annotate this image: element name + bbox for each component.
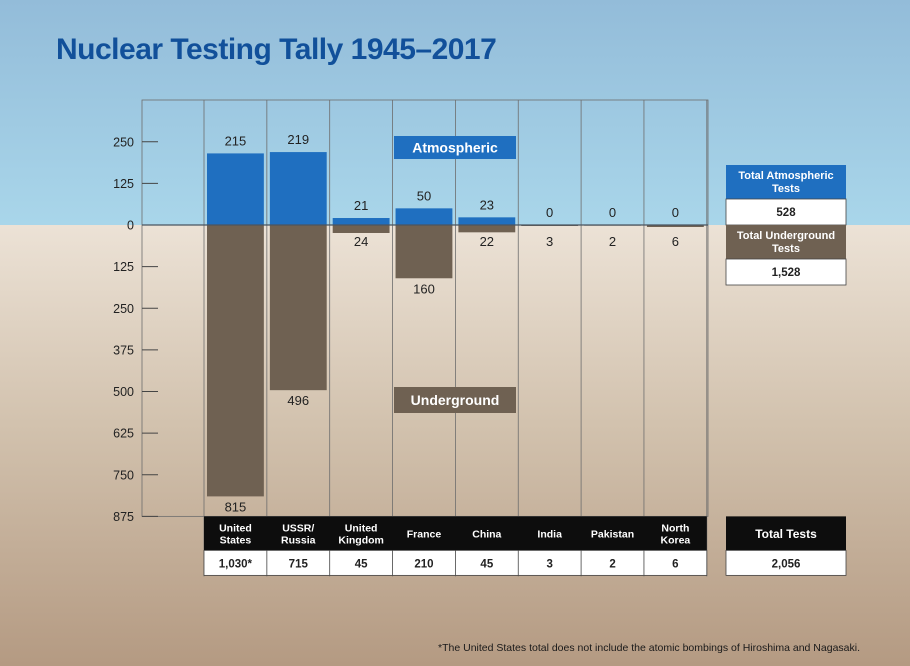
underground-bar [458, 225, 516, 233]
total-underground-cell [725, 258, 847, 286]
y-tick-label: 750 [113, 468, 134, 482]
underground-bar [269, 225, 327, 391]
country-total-value: 45 [480, 558, 493, 570]
country-label: India [537, 528, 562, 540]
total-atmospheric-label: Tests [772, 183, 800, 195]
atmospheric-bar [269, 152, 327, 225]
atmospheric-value-label: 215 [225, 133, 247, 148]
atmospheric-value-label: 23 [480, 197, 494, 212]
atmospheric-value-label: 21 [354, 198, 368, 213]
y-tick-label: 250 [113, 302, 134, 316]
total-tests-cell [725, 549, 847, 576]
underground-value-label: 3 [546, 234, 553, 249]
country-label: North [661, 522, 689, 534]
country-total-value: 1,030* [219, 558, 253, 570]
country-label: Pakistan [591, 528, 634, 540]
atmospheric-value-label: 50 [417, 188, 431, 203]
page-title: Nuclear Testing Tally 1945–2017 [56, 33, 497, 66]
legend-atmospheric-badge [394, 136, 516, 159]
country-label: USSR/ [282, 522, 314, 534]
total-atmospheric-value: 528 [776, 207, 796, 219]
country-label: United [219, 522, 252, 534]
legend-atmospheric-label: Atmospheric [412, 140, 498, 156]
country-label: States [220, 534, 252, 546]
underground-value-label: 6 [672, 234, 679, 249]
atmospheric-value-label: 0 [609, 205, 616, 220]
underground-bar [646, 225, 704, 227]
underground-value-label: 496 [287, 393, 309, 408]
total-tests-value: 2,056 [772, 558, 801, 570]
atmospheric-bar [458, 217, 516, 225]
underground-value-label: 815 [225, 499, 247, 514]
underground-value-label: 160 [413, 281, 435, 296]
country-total-value: 6 [672, 558, 678, 570]
underground-bar [395, 225, 453, 279]
y-tick-label: 125 [113, 177, 134, 191]
underground-bar [332, 225, 390, 233]
atmospheric-value-label: 219 [287, 132, 309, 147]
atmospheric-value-label: 0 [672, 205, 679, 220]
total-atmospheric-label: Total Atmospheric [738, 170, 833, 182]
country-total-value: 715 [289, 558, 309, 570]
y-tick-label: 625 [113, 427, 134, 441]
underground-value-label: 2 [609, 234, 616, 249]
y-tick-label: 875 [113, 510, 134, 524]
total-tests-header [726, 516, 846, 551]
atmospheric-bar [332, 218, 390, 225]
underground-value-label: 24 [354, 234, 368, 249]
country-label: United [345, 522, 378, 534]
y-tick-label: 375 [113, 343, 134, 357]
country-total-value: 3 [546, 558, 552, 570]
underground-value-label: 22 [480, 234, 494, 249]
total-underground-label: Total Underground [737, 230, 835, 242]
country-label: Korea [660, 534, 690, 546]
y-tick-label: 500 [113, 385, 134, 399]
y-tick-label: 250 [113, 135, 134, 149]
country-label: Russia [281, 534, 316, 546]
underground-bar [207, 225, 264, 497]
country-label: Kingdom [338, 534, 384, 546]
total-underground-value: 1,528 [772, 267, 801, 279]
country-label: China [472, 528, 501, 540]
country-total-value: 210 [414, 558, 433, 570]
total-underground-label: Tests [772, 243, 800, 255]
y-tick-label: 0 [127, 219, 134, 233]
atmospheric-value-label: 0 [546, 205, 553, 220]
total-tests-label: Total Tests [755, 527, 817, 541]
country-header-row [204, 516, 707, 551]
atmospheric-bar [395, 208, 453, 225]
country-total-value: 2 [609, 558, 615, 570]
footnote: *The United States total does not includ… [438, 642, 860, 654]
legend-underground-badge [394, 387, 516, 413]
country-label: France [407, 528, 442, 540]
total-underground-header [726, 225, 846, 259]
total-atmospheric-header [726, 165, 846, 199]
atmospheric-bar [207, 153, 264, 225]
y-tick-label: 125 [113, 260, 134, 274]
country-total-value: 45 [355, 558, 368, 570]
legend-underground-label: Underground [411, 392, 500, 408]
